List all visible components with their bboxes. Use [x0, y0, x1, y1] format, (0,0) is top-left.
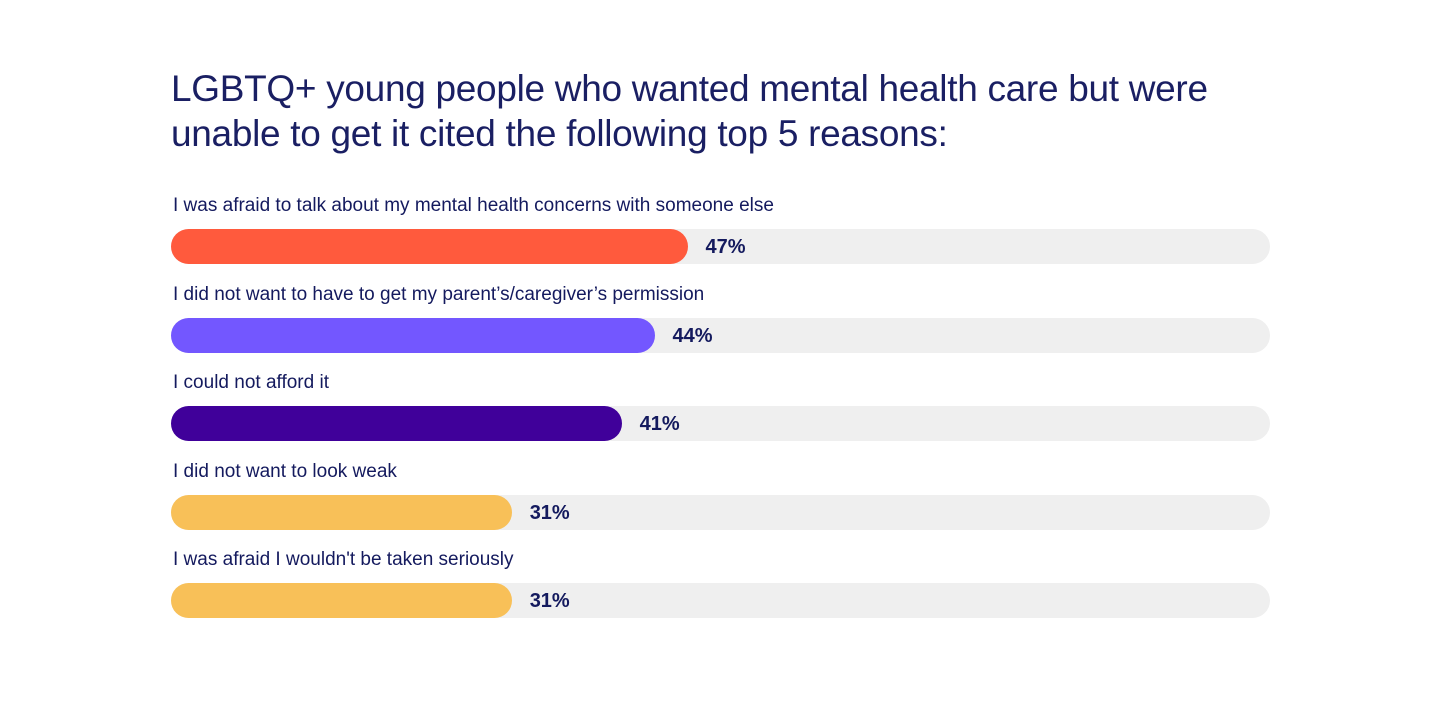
bar-row: I did not want to look weak 31% — [171, 456, 1270, 545]
bar-track: 31% — [171, 583, 1270, 618]
bar-chart: I was afraid to talk about my mental hea… — [171, 190, 1270, 633]
bar — [171, 406, 622, 441]
category-label: I could not afford it — [173, 372, 329, 393]
bar-row: I did not want to have to get my parent’… — [171, 279, 1270, 368]
value-label: 31% — [529, 590, 570, 612]
value-label: 47% — [705, 236, 746, 258]
bar-track: 31% — [171, 494, 1270, 530]
bar — [171, 583, 512, 618]
bar-track: 47% — [171, 229, 1270, 264]
bar — [171, 229, 688, 264]
bar-track: 41% — [171, 406, 1270, 441]
bar — [171, 494, 512, 530]
bar-row: I could not afford it 41% — [171, 367, 1270, 456]
category-label: I did not want to have to get my parent’… — [173, 283, 705, 305]
category-label: I did not want to look weak — [173, 460, 397, 482]
bar-row: I was afraid to talk about my mental hea… — [171, 190, 1270, 279]
category-label: I was afraid I wouldn't be taken serious… — [173, 549, 514, 570]
bar — [171, 317, 655, 353]
category-label: I was afraid to talk about my mental hea… — [173, 195, 774, 216]
value-label: 44% — [672, 324, 713, 347]
chart-title: LGBTQ+ young people who wanted mental he… — [171, 68, 1208, 154]
bar-track: 44% — [171, 317, 1270, 353]
value-label: 41% — [639, 413, 680, 435]
bar-row: I was afraid I wouldn't be taken serious… — [171, 544, 1270, 633]
value-label: 31% — [529, 501, 570, 524]
